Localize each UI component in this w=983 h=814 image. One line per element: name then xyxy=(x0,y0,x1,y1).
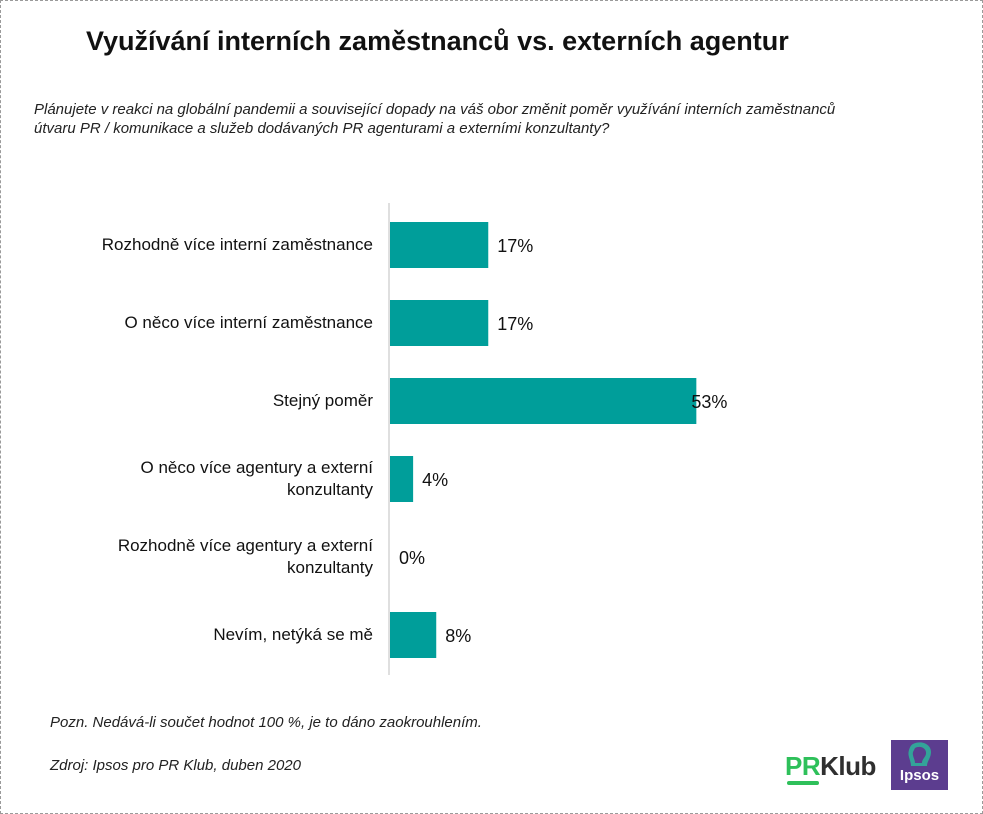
category-label: O něco více agentury a externí konzultant… xyxy=(43,457,373,501)
ipsos-logo: Ipsos xyxy=(891,740,948,790)
category-label: O něco více interní zaměstnance xyxy=(43,312,373,334)
category-label-line: Rozhodně více interní zaměstnance xyxy=(101,235,373,254)
bar xyxy=(390,222,489,268)
bar xyxy=(390,612,437,658)
category-label: Stejný poměr xyxy=(43,390,373,412)
category-label: Nevím, netýká se mě xyxy=(43,624,373,646)
chart-title: Využívání interních zaměstnanců vs. exte… xyxy=(86,26,789,56)
category-label-line: O něco více agentury a externí xyxy=(140,458,373,477)
category-label: Rozhodně více interní zaměstnance xyxy=(43,234,373,256)
bar-value-label: 8% xyxy=(445,626,471,646)
bar-value-label: 0% xyxy=(399,548,425,568)
survey-question-line-1: Plánujete v reakci na globální pandemii … xyxy=(34,101,836,118)
ipsos-logo-mark xyxy=(891,740,948,790)
category-label-line: Rozhodně více agentury a externí xyxy=(117,536,373,555)
category-label-line: Nevím, netýká se mě xyxy=(213,625,373,644)
source-note: Zdroj: Ipsos pro PR Klub, duben 2020 xyxy=(50,757,301,774)
category-label-line: konzultanty xyxy=(287,480,373,499)
category-label: Rozhodně více agentury a externí konzulta… xyxy=(43,535,373,579)
rounding-note: Pozn. Nedává-li součet hodnot 100 %, je … xyxy=(50,714,482,731)
bar-value-label: 17% xyxy=(497,236,533,256)
bar xyxy=(390,300,489,346)
prklub-logo-pr: PR xyxy=(785,751,821,781)
bar-value-label: 53% xyxy=(691,392,727,412)
prklub-logo-underline xyxy=(787,781,819,785)
bar-value-label: 4% xyxy=(422,470,448,490)
survey-question-line-2: útvaru PR / komunikace a služeb dodávaný… xyxy=(34,120,610,137)
prklub-logo: PRKlub xyxy=(785,751,876,785)
category-label-line: Stejný poměr xyxy=(272,391,373,410)
bar-value-label: 17% xyxy=(497,314,533,334)
prklub-logo-klub: Klub xyxy=(820,751,876,781)
survey-question: Plánujete v reakci na globální pandemii … xyxy=(34,100,934,138)
category-label-line: O něco více interní zaměstnance xyxy=(124,313,373,332)
ipsos-logo-word: Ipsos xyxy=(899,767,940,784)
bar xyxy=(390,456,414,502)
category-label-line: konzultanty xyxy=(287,558,373,577)
bar xyxy=(390,378,697,424)
